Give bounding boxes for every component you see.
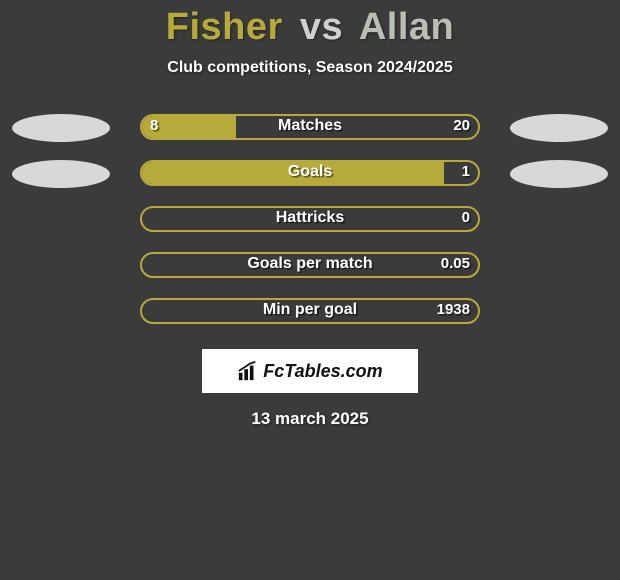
- player2-badge: [510, 160, 608, 188]
- stat-row: Goals per match0.05: [0, 243, 620, 289]
- bar-track: [140, 114, 480, 140]
- bars-icon: [237, 360, 259, 382]
- bar-fill: [142, 162, 444, 184]
- bar-track: [140, 252, 480, 278]
- player1-name: Fisher: [166, 6, 283, 48]
- stat-rows: Matches820Goals1Hattricks0Goals per matc…: [0, 105, 620, 335]
- bar-track: [140, 160, 480, 186]
- page-title: Fisher vs Allan: [0, 0, 620, 49]
- bar-fill: [142, 116, 236, 138]
- player2-badge: [510, 114, 608, 142]
- logo-text: FcTables.com: [263, 361, 382, 382]
- stat-row: Hattricks0: [0, 197, 620, 243]
- vs-text: vs: [300, 6, 343, 48]
- fctables-logo[interactable]: FcTables.com: [202, 349, 418, 393]
- stat-row: Goals1: [0, 151, 620, 197]
- stat-row: Matches820: [0, 105, 620, 151]
- player2-name: Allan: [359, 6, 454, 48]
- bar-track: [140, 206, 480, 232]
- player1-badge: [12, 160, 110, 188]
- bar-track: [140, 298, 480, 324]
- stat-row: Min per goal1938: [0, 289, 620, 335]
- player1-badge: [12, 114, 110, 142]
- subtitle: Club competitions, Season 2024/2025: [0, 59, 620, 77]
- date-text: 13 march 2025: [0, 409, 620, 429]
